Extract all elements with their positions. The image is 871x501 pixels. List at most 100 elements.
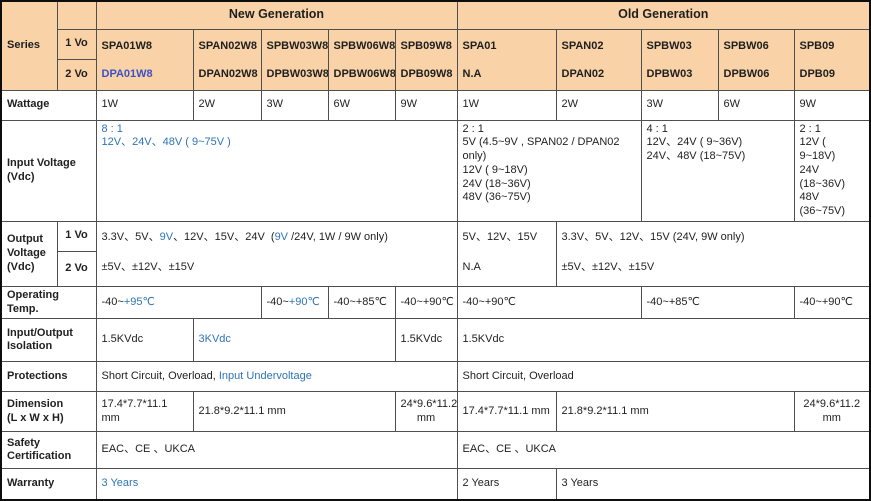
dimension-new-c: 24*9.6*11.2 mm (394, 391, 458, 433)
output-voltage-new-2vo: ±5V、±12V、±15V (101, 260, 195, 273)
product-cell-new-4: SPB09W8 DPB09W8 (394, 28, 458, 91)
safety-new: EAC、CE 、UKCA (95, 431, 458, 470)
product-name-1vo: SPB09 (799, 39, 835, 52)
product-cell-new-2: SPBW03W8 DPBW03W8 (260, 28, 329, 91)
protections-old: Short Circuit, Overload (456, 361, 871, 393)
output-voltage-old-a-1vo: 5V、12V、15V (462, 230, 538, 243)
product-cell-new-0: SPA01W8 DPA01W8 (95, 28, 194, 91)
wattage-value: 3W (260, 89, 329, 121)
vo1-header: 1 Vo (56, 28, 97, 60)
dimension-new-b: 21.8*9.2*11.1 mm (192, 391, 396, 433)
input-voltage-new: 8 : 1 12V、24V、48V ( 9~75V ) (95, 119, 458, 222)
header-row-products-1vo: 1 Vo SPA01W8 DPA01W8 SPAN02W8 DPAN02W8 S… (1, 28, 871, 91)
input-voltage-old-c: 2 : 1 12V ( 9~18V) 24V (18~36V) 48V (36~… (793, 119, 871, 222)
wattage-value: 6W (717, 89, 795, 121)
warranty-new: 3 Years (95, 468, 458, 501)
wattage-value: 3W (640, 89, 719, 121)
operating-temp-row: Operating Temp. -40~+95℃ -40~+90℃ -40~+8… (0, 285, 871, 320)
warranty-old-b: 3 Years (555, 468, 871, 501)
operating-temp-old-b: -40~+85℃ (640, 285, 795, 320)
output-voltage-old-a-2vo: N.A (462, 260, 481, 273)
protections-row: Protections Short Circuit, Overload, Inp… (0, 361, 871, 393)
output-voltage-old-a: 5V、12V、15V N.A (456, 220, 557, 287)
isolation-row: Input/Output Isolation 1.5KVdc 3KVdc 1.5… (0, 318, 871, 363)
product-name-2vo: DPBW06W8 (333, 67, 395, 80)
row-label-operating-temp: Operating Temp. (0, 285, 97, 320)
wattage-value: 9W (394, 89, 458, 121)
product-name-2vo: DPA01W8 (101, 67, 153, 80)
product-name-2vo: DPB09 (799, 67, 835, 80)
header-empty-cell (56, 0, 97, 30)
row-label-isolation: Input/Output Isolation (0, 318, 97, 363)
product-name-1vo: SPA01 (462, 39, 497, 52)
wattage-value: 1W (95, 89, 194, 121)
product-name-1vo: SPAN02 (561, 39, 604, 52)
row-label-dimension: Dimension (L x W x H) (0, 391, 97, 433)
product-cell-old-1: SPAN02 DPAN02 (555, 28, 642, 91)
old-generation-header: Old Generation (456, 0, 871, 30)
row-label-safety: Safety Certification (0, 431, 97, 470)
output-voltage-row-2vo: 2 Vo (1, 250, 870, 287)
product-name-1vo: SPA01W8 (101, 39, 153, 52)
product-cell-old-3: SPBW06 DPBW06 (717, 28, 795, 91)
output-voltage-new-1vo: 3.3V、5V、9V、12V、15V、24V (9V /24V, 1W / 9W… (101, 230, 388, 243)
product-name-2vo: DPAN02 (561, 67, 605, 80)
row-label-input-voltage: Input Voltage (Vdc) (0, 119, 97, 222)
product-name-1vo: SPBW03 (646, 39, 692, 52)
product-name-1vo: SPBW06W8 (333, 39, 395, 52)
operating-temp-old-c: -40~+90℃ (793, 285, 871, 320)
wattage-row: Wattage 1W 2W 3W 6W 9W 1W 2W 3W 6W 9W (0, 89, 871, 121)
warranty-row: Warranty 3 Years 2 Years 3 Years (0, 468, 871, 501)
dimension-row: Dimension (L x W x H) 17.4*7.7*11.1 mm 2… (0, 391, 871, 433)
product-cell-old-2: SPBW03 DPBW03 (640, 28, 719, 91)
header-row-generation: Series New Generation Old Generation (0, 0, 871, 91)
product-name-2vo: DPBW06 (723, 67, 770, 80)
product-name-2vo: DPBW03W8 (266, 67, 328, 80)
operating-temp-new-c: -40~+85℃ (327, 285, 396, 320)
product-name-2vo: DPB09W8 (400, 67, 453, 80)
dimension-old-a: 17.4*7.7*11.1 mm (456, 391, 557, 433)
safety-row: Safety Certification EAC、CE 、UKCA EAC、CE… (0, 431, 871, 470)
output-voltage-old-b: 3.3V、5V、12V、15V (24V, 9W only) ±5V、±12V、… (555, 220, 871, 287)
product-name-1vo: SPB09W8 (400, 39, 452, 52)
product-cell-new-1: SPAN02W8 DPAN02W8 (192, 28, 262, 91)
vo2-header: 2 Vo (56, 59, 97, 91)
product-cell-old-4: SPB09 DPB09 (793, 28, 871, 91)
isolation-old: 1.5KVdc (456, 318, 871, 363)
product-name-1vo: SPBW06 (723, 39, 769, 52)
input-voltage-old-b: 4 : 1 12V、24V ( 9~36V) 24V、48V (18~75V) (640, 119, 795, 222)
row-label-warranty: Warranty (0, 468, 97, 501)
row-label-wattage: Wattage (0, 89, 97, 121)
safety-old: EAC、CE 、UKCA (456, 431, 871, 470)
product-name-2vo: DPBW03 (646, 67, 693, 80)
row-label-protections: Protections (0, 361, 97, 393)
series-label: Series (0, 0, 58, 91)
wattage-value: 2W (555, 89, 642, 121)
product-cell-old-0: SPA01 N.A (456, 28, 557, 91)
wattage-value: 2W (192, 89, 262, 121)
isolation-new-b: 3KVdc (192, 318, 396, 363)
row-label-output-voltage: Output Voltage (Vdc) (0, 220, 58, 287)
dimension-old-c: 24*9.6*11.2 mm (793, 391, 871, 433)
header-row-products-2vo: 2 Vo (1, 59, 870, 91)
product-name-1vo: SPAN02W8 (198, 39, 257, 52)
isolation-new-a: 1.5KVdc (95, 318, 194, 363)
output-voltage-old-b-1vo: 3.3V、5V、12V、15V (24V, 9W only) (561, 230, 745, 243)
operating-temp-new-a: -40~+95℃ (95, 285, 262, 320)
wattage-value: 1W (456, 89, 557, 121)
input-voltage-old-a: 2 : 1 5V (4.5~9V , SPAN02 / DPAN02 only)… (456, 119, 642, 222)
operating-temp-new-d: -40~+90℃ (394, 285, 458, 320)
product-name-2vo: DPAN02W8 (198, 67, 258, 80)
output-voltage-row-1vo: Output Voltage (Vdc) 1 Vo 3.3V、5V、9V、12V… (0, 220, 871, 287)
output-voltage-old-b-2vo: ±5V、±12V、±15V (561, 260, 655, 273)
output-voltage-new: 3.3V、5V、9V、12V、15V、24V (9V /24V, 1W / 9W… (95, 220, 458, 287)
isolation-new-c: 1.5KVdc (394, 318, 458, 363)
output-vo2-header: 2 Vo (56, 250, 97, 287)
operating-temp-old-a: -40~+90℃ (456, 285, 642, 320)
product-cell-new-3: SPBW06W8 DPBW06W8 (327, 28, 396, 91)
input-voltage-row: Input Voltage (Vdc) 8 : 1 12V、24V、48V ( … (0, 119, 871, 222)
operating-temp-new-b: -40~+90℃ (260, 285, 329, 320)
protections-new: Short Circuit, Overload, Input Undervolt… (95, 361, 458, 393)
